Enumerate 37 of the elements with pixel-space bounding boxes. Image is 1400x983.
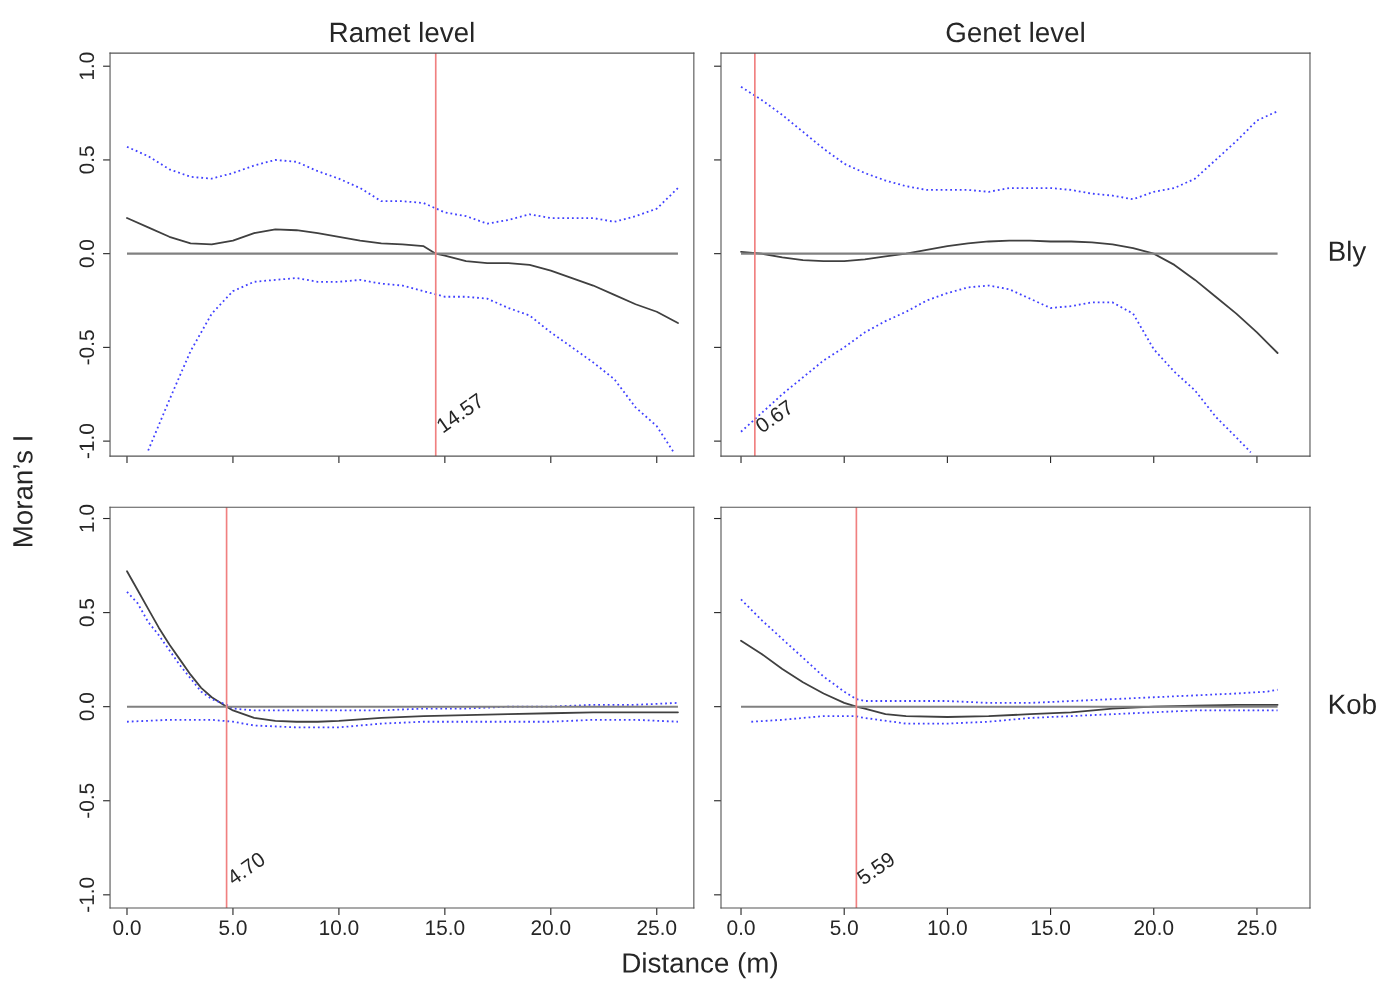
line-series xyxy=(147,277,675,454)
y-tick-label: 0.0 xyxy=(79,693,95,721)
chart-title: Genet level xyxy=(946,21,1084,43)
y-tick-label: 0.5 xyxy=(79,598,95,627)
y-tick-label: -0.5 xyxy=(79,783,95,818)
ref-line-label: 5.59 xyxy=(855,851,896,886)
y-tick-label: 0.5 xyxy=(79,146,95,174)
y-tick-label: -0.5 xyxy=(79,330,95,365)
y-tick-label: -1.0 xyxy=(79,877,95,912)
y-axis-title: Moran’s I xyxy=(13,437,33,547)
ref-line-label: 4.70 xyxy=(225,851,267,886)
x-tick-label: 5.0 xyxy=(219,920,247,936)
line-series xyxy=(126,718,679,729)
x-tick-label: 0.0 xyxy=(727,920,755,936)
x-tick-label: 25.0 xyxy=(637,920,677,936)
x-tick-label: 15.0 xyxy=(426,920,465,936)
line-series xyxy=(126,217,679,324)
x-tick-label: 20.0 xyxy=(1134,920,1174,936)
text: Kob xyxy=(1329,693,1376,715)
x-tick-label: 20.0 xyxy=(531,920,571,936)
x-tick-label: 25.0 xyxy=(1237,920,1277,936)
x-tick-label: 15.0 xyxy=(1031,920,1071,936)
y-tick-label: -1.0 xyxy=(79,423,95,459)
x-tick-label: 5.0 xyxy=(830,920,858,936)
x-tick-label: 10.0 xyxy=(928,920,967,936)
chart-title: Ramet level xyxy=(330,21,474,43)
x-tick-label: 0.0 xyxy=(113,920,141,936)
y-tick-label: 1.0 xyxy=(79,52,95,80)
text: Bly xyxy=(1329,240,1367,267)
line-series xyxy=(126,590,679,712)
x-tick-label: 10.0 xyxy=(320,920,359,936)
x-axis-title: Distance (m) xyxy=(623,952,777,979)
ref-line-label: 0.67 xyxy=(754,399,795,434)
y-tick-label: 1.0 xyxy=(79,504,95,532)
line-series xyxy=(126,145,679,225)
y-tick-label: 0.0 xyxy=(79,239,95,268)
line-series xyxy=(126,570,679,723)
